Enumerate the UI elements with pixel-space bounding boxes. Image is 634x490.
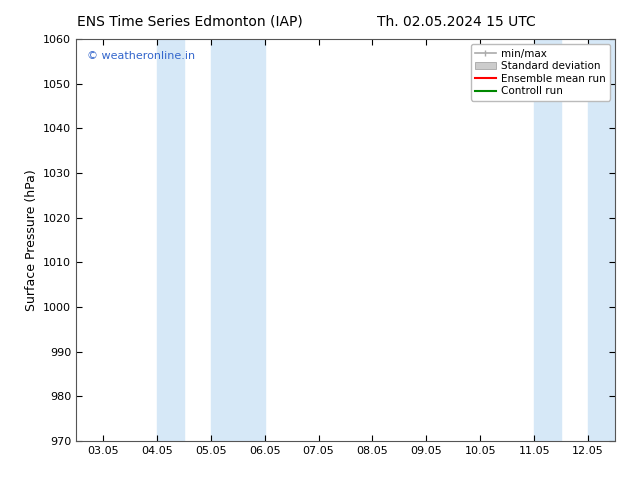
Bar: [534, 39, 561, 441]
Bar: [210, 39, 265, 441]
Text: Th. 02.05.2024 15 UTC: Th. 02.05.2024 15 UTC: [377, 15, 536, 29]
Legend: min/max, Standard deviation, Ensemble mean run, Controll run: min/max, Standard deviation, Ensemble me…: [470, 45, 610, 100]
Bar: [588, 39, 615, 441]
Text: ENS Time Series Edmonton (IAP): ENS Time Series Edmonton (IAP): [77, 15, 303, 29]
Y-axis label: Surface Pressure (hPa): Surface Pressure (hPa): [25, 169, 37, 311]
Text: © weatheronline.in: © weatheronline.in: [87, 51, 195, 61]
Bar: [157, 39, 184, 441]
